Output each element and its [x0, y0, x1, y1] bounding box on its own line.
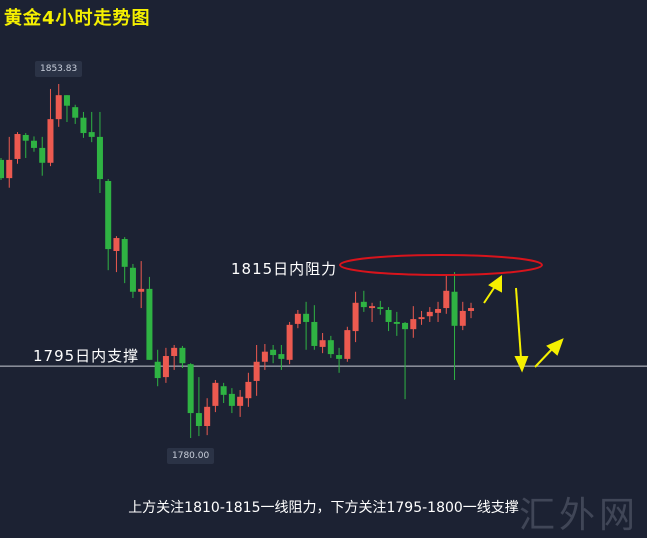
candle-up [294, 313, 301, 324]
candle-up [286, 324, 293, 360]
candle-up [162, 356, 169, 378]
candle-up [319, 340, 326, 347]
candle-up [47, 119, 54, 163]
candle-down [402, 322, 409, 330]
candle-up [261, 351, 268, 362]
arrows [483, 275, 564, 373]
candle-down [451, 291, 458, 326]
candle-down [105, 180, 112, 250]
arrow-up-head-icon [488, 275, 502, 293]
arrow-rebound-icon [534, 346, 555, 368]
candle-down [121, 239, 128, 267]
arrow-rebound-head-icon [546, 338, 564, 356]
candle-up [369, 306, 376, 309]
candle-down [88, 132, 95, 137]
candle-up [138, 288, 145, 292]
low-price-label: 1780.00 [167, 448, 215, 464]
candle-down [270, 349, 277, 356]
candle-down [146, 288, 153, 360]
candle-up [418, 317, 425, 320]
candle-up [245, 381, 252, 399]
arrow-down-head-icon [514, 356, 529, 373]
candle-up [204, 406, 211, 427]
candle-down [303, 313, 310, 322]
resistance-ellipse [339, 254, 543, 276]
resistance-label: 1815日内阻力 [231, 260, 338, 278]
candle-up [410, 319, 417, 330]
candle-down [228, 393, 235, 406]
candle-up [468, 308, 475, 311]
candle-down [195, 413, 202, 427]
support-label: 1795日内支撑 [33, 347, 140, 365]
candle-up [113, 238, 120, 252]
candle-down [22, 134, 29, 141]
caption: 上方关注1810-1815一线阻力，下方关注1795-1800一线支撑 [128, 500, 519, 516]
candle-down [327, 340, 334, 355]
candles [0, 84, 475, 438]
watermark: 汇外网 [518, 495, 639, 536]
candle-down [278, 354, 285, 359]
candle-up [435, 309, 442, 313]
candle-down [80, 117, 87, 134]
candle-up [352, 302, 359, 332]
candle-down [187, 364, 194, 414]
candle-down [154, 361, 161, 379]
candle-up [426, 311, 433, 317]
candle-down [311, 321, 318, 346]
chart-title: 黄金4小时走势图 [4, 8, 151, 29]
candle-down [220, 386, 227, 395]
candle-down [0, 159, 4, 179]
candle-up [14, 134, 21, 159]
candle-down [63, 95, 70, 106]
high-price-label: 1853.83 [35, 61, 83, 77]
candle-up [55, 95, 62, 120]
candle-up [171, 347, 178, 357]
candle-down [72, 107, 79, 118]
candle-up [212, 382, 219, 406]
candle-up [6, 159, 13, 179]
candle-down [30, 140, 37, 148]
candle-up [253, 361, 260, 381]
arrow-down-icon [515, 287, 522, 359]
candle-down [360, 301, 367, 308]
candle-down [96, 136, 103, 180]
candle-up [443, 290, 450, 309]
candle-up [237, 396, 244, 406]
candle-down [393, 321, 400, 324]
candle-down [129, 267, 136, 292]
candle-down [39, 147, 46, 163]
candle-down [336, 355, 343, 359]
candle-down [377, 307, 384, 310]
candle-down [385, 309, 392, 322]
candle-down [179, 347, 186, 364]
candle-up [344, 330, 351, 359]
candle-up [459, 310, 466, 326]
